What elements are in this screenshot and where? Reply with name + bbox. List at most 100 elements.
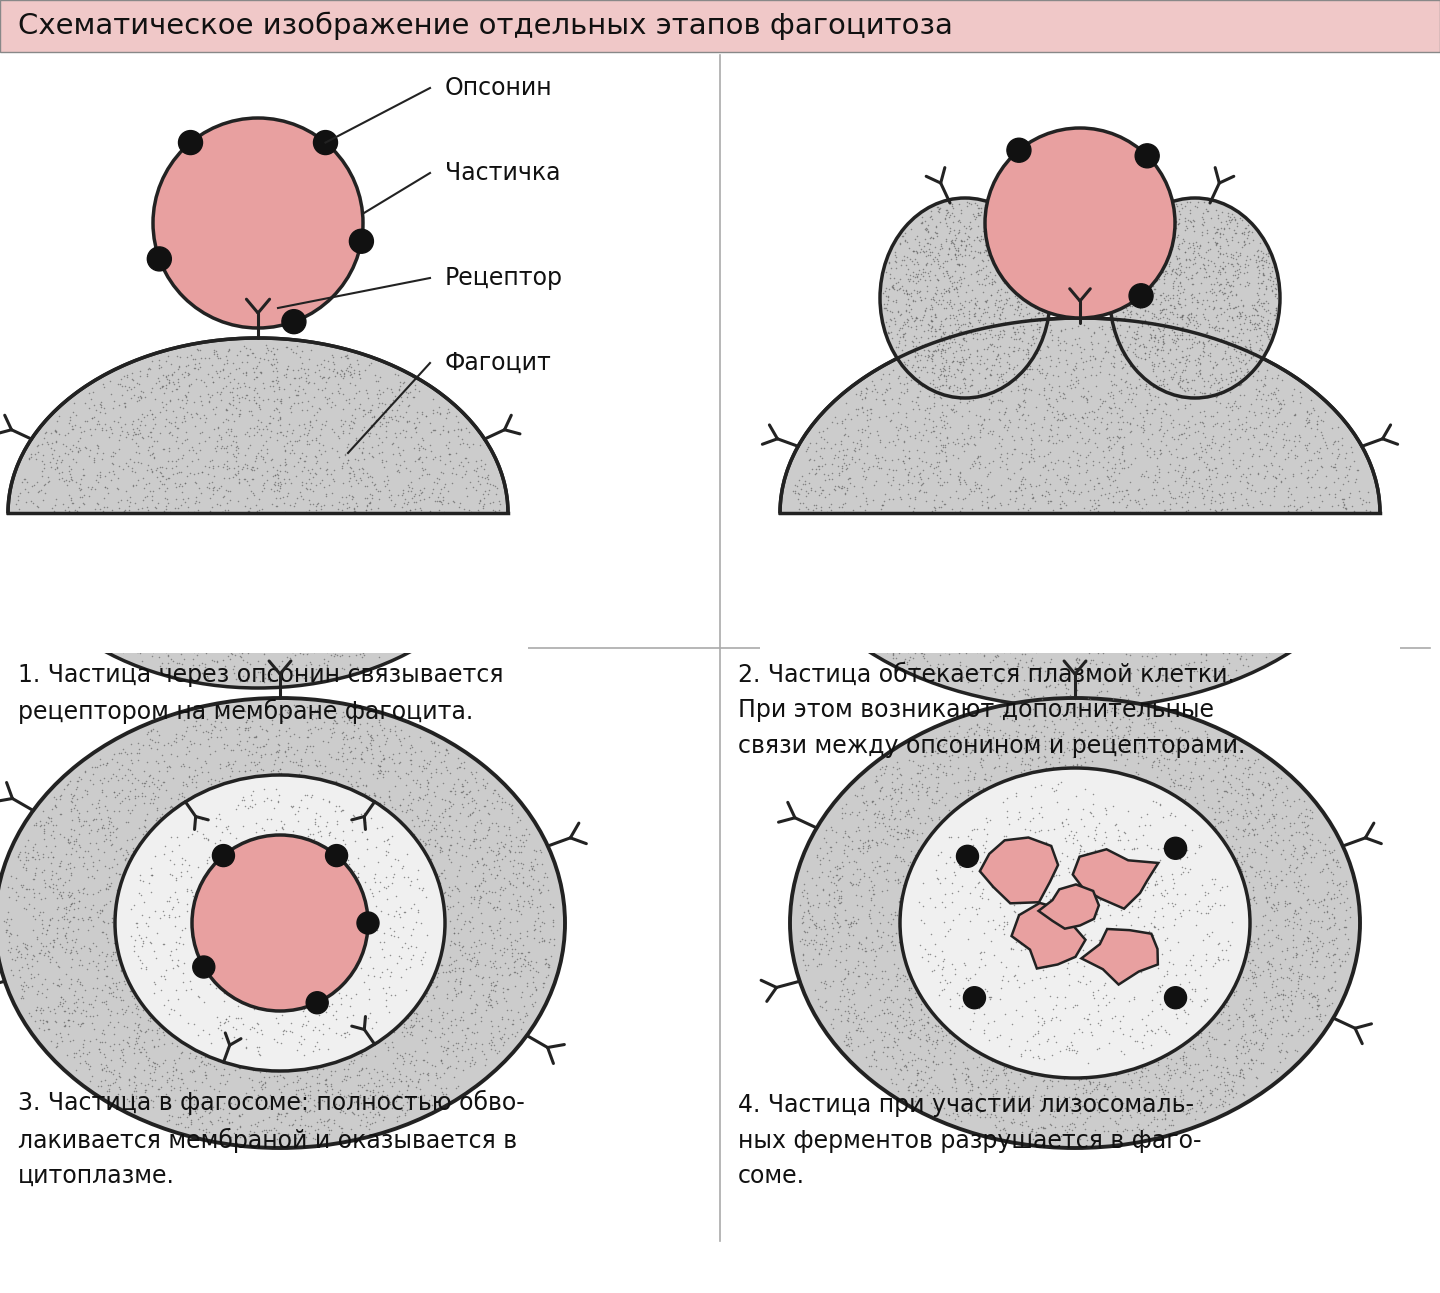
Point	[950, 362, 973, 383]
Point	[504, 962, 527, 983]
Point	[170, 462, 193, 482]
Point	[367, 393, 390, 414]
Point	[1276, 481, 1299, 502]
Point	[1025, 930, 1048, 950]
Point	[958, 743, 981, 764]
Point	[315, 565, 338, 586]
Point	[1234, 608, 1257, 628]
Point	[907, 578, 930, 599]
Point	[1084, 365, 1107, 385]
Point	[1178, 530, 1201, 551]
Point	[1259, 809, 1282, 830]
Point	[156, 1093, 179, 1113]
Point	[272, 526, 295, 547]
Point	[350, 984, 373, 1005]
Point	[828, 511, 851, 531]
Point	[842, 910, 865, 931]
Point	[1081, 561, 1104, 582]
Point	[845, 852, 868, 873]
Point	[1061, 846, 1084, 866]
Point	[1014, 259, 1037, 279]
Point	[900, 251, 923, 272]
Point	[210, 972, 233, 993]
Point	[880, 990, 903, 1011]
Point	[840, 996, 863, 1016]
Point	[932, 256, 955, 277]
Point	[197, 516, 220, 537]
Point	[29, 815, 52, 835]
Point	[903, 1074, 926, 1095]
Point	[266, 741, 289, 762]
Point	[971, 948, 994, 968]
Point	[308, 1040, 331, 1060]
Point	[1228, 304, 1251, 325]
Point	[1264, 468, 1287, 489]
Point	[1159, 802, 1182, 822]
Point	[409, 610, 432, 631]
Point	[873, 389, 896, 410]
Point	[1153, 261, 1176, 282]
Point	[177, 826, 200, 847]
Point	[1110, 257, 1133, 278]
Point	[976, 910, 999, 931]
Point	[953, 948, 976, 968]
Point	[785, 538, 808, 559]
Point	[1138, 344, 1161, 365]
Point	[138, 574, 161, 595]
Point	[216, 353, 239, 374]
Point	[1139, 913, 1162, 934]
Point	[910, 614, 933, 635]
Point	[343, 363, 366, 384]
Point	[1057, 661, 1080, 681]
Point	[1139, 317, 1162, 337]
Point	[808, 445, 831, 465]
Point	[1053, 331, 1076, 352]
Point	[98, 825, 121, 846]
Point	[1263, 787, 1286, 808]
Point	[1182, 591, 1205, 612]
Point	[890, 1049, 913, 1069]
Point	[935, 366, 958, 387]
Point	[1113, 606, 1136, 627]
Point	[930, 958, 953, 979]
Point	[256, 1025, 279, 1046]
Point	[1224, 317, 1247, 337]
Point	[999, 939, 1022, 959]
Point	[1139, 944, 1162, 965]
Point	[927, 950, 950, 971]
Point	[1057, 601, 1080, 622]
Point	[248, 936, 271, 957]
Point	[796, 954, 819, 975]
Point	[65, 574, 88, 595]
Point	[1159, 812, 1182, 833]
Point	[337, 893, 360, 914]
Point	[187, 950, 210, 971]
Point	[438, 1056, 461, 1077]
Point	[930, 962, 953, 983]
Point	[1035, 751, 1058, 772]
Point	[1176, 314, 1200, 335]
Point	[334, 840, 357, 861]
Point	[927, 954, 950, 975]
Point	[1087, 643, 1110, 663]
Point	[132, 597, 156, 618]
Point	[845, 432, 868, 453]
Point	[1218, 946, 1241, 967]
Point	[1171, 233, 1194, 253]
Point	[1054, 667, 1077, 688]
Point	[160, 610, 183, 631]
Point	[1012, 1037, 1035, 1058]
Point	[1076, 389, 1099, 410]
Point	[893, 383, 916, 403]
Point	[1104, 884, 1128, 905]
Point	[1110, 331, 1133, 352]
Point	[1086, 578, 1109, 599]
Point	[845, 913, 868, 934]
Point	[212, 456, 235, 477]
Point	[212, 1059, 235, 1080]
Point	[426, 599, 449, 619]
Point	[1179, 378, 1202, 398]
Point	[1066, 670, 1089, 690]
Point	[852, 548, 876, 569]
Point	[1100, 773, 1123, 794]
